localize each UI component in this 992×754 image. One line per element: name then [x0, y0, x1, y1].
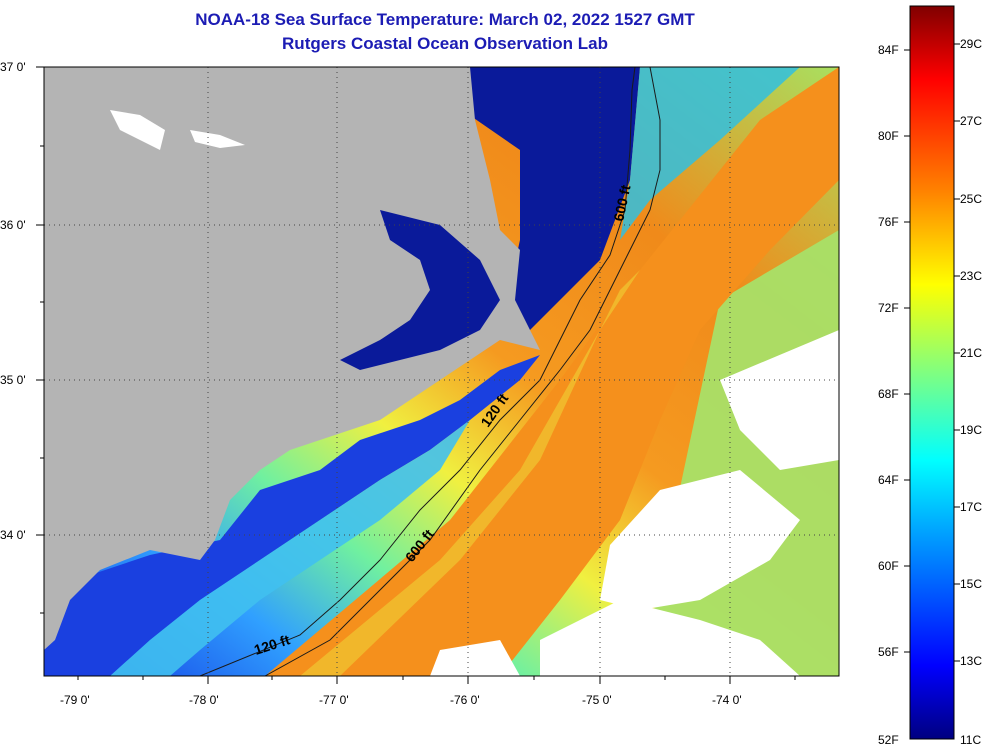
colorbar-f-80: 80F: [878, 129, 899, 143]
cloud-patch-1: [720, 330, 839, 470]
colorbar-c-13: 13C: [960, 654, 983, 668]
inland-lake: [110, 110, 165, 150]
cloud-patch-3: [540, 600, 800, 676]
lat-label-34: 34 0': [0, 528, 26, 542]
lon-label-78: -78 0': [189, 693, 219, 707]
lon-label-74: -74 0': [712, 693, 742, 707]
cloud-patch-2: [600, 470, 800, 610]
colorbar-f-56: 56F: [878, 645, 899, 659]
axis-ticks: [36, 66, 796, 684]
contour-600ft: [264, 67, 661, 676]
contour-label-600ft-north: 600 ft: [610, 183, 633, 222]
lon-label-75: -75 0': [582, 693, 612, 707]
coastal-cold-water: [44, 355, 540, 676]
lat-label-35: 35 0': [0, 373, 26, 387]
colorbar-c-29: 29C: [960, 37, 983, 51]
colorbar-c-11: 11C: [960, 733, 982, 747]
map-area: [44, 67, 839, 676]
colorbar-c-25: 25C: [960, 192, 983, 206]
lat-label-36: 36 0': [0, 218, 26, 232]
lon-label-77: -77 0': [319, 693, 349, 707]
northern-mixing-water: [620, 67, 800, 240]
coastal-mixing-water: [110, 420, 470, 676]
colorbar-f-72: 72F: [878, 301, 899, 315]
lat-label-37: 37 0': [0, 60, 26, 74]
colorbar-c-15: 15C: [960, 577, 983, 591]
map-frame: [43, 66, 840, 677]
colorbar-f-64: 64F: [878, 473, 899, 487]
colorbar: [909, 5, 955, 740]
pamlico-sound: [340, 210, 500, 370]
map-subtitle: Rutgers Coastal Ocean Observation Lab: [282, 34, 608, 53]
lon-label-79: -79 0': [60, 693, 90, 707]
colorbar-f-60: 60F: [878, 559, 899, 573]
colorbar-f-68: 68F: [878, 387, 899, 401]
northern-cold-water: [400, 67, 640, 340]
land-mass: [44, 67, 540, 650]
cloud-patch-4: [430, 640, 520, 676]
colorbar-c-17: 17C: [960, 500, 983, 514]
lon-label-76: -76 0': [450, 693, 480, 707]
colorbar-ticks: [904, 43, 960, 662]
colorbar-c-23: 23C: [960, 269, 983, 283]
gulf-stream-band: [265, 67, 839, 676]
inland-lake-2: [190, 130, 245, 148]
map-title: NOAA-18 Sea Surface Temperature: March 0…: [195, 10, 695, 29]
colorbar-f-52: 52F: [878, 733, 899, 747]
colorbar-c-19: 19C: [960, 423, 983, 437]
colorbar-f-76: 76F: [878, 215, 899, 229]
colorbar-f-84: 84F: [878, 43, 899, 57]
colorbar-c-27: 27C: [960, 114, 983, 128]
colorbar-c-21: 21C: [960, 346, 983, 360]
